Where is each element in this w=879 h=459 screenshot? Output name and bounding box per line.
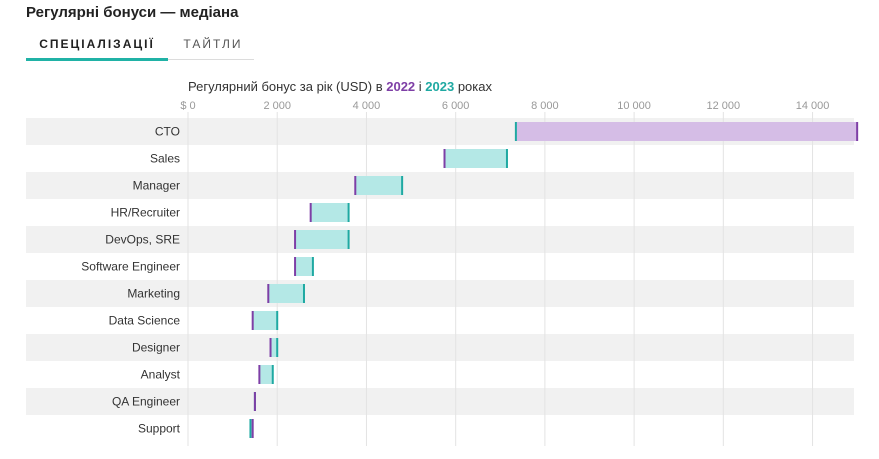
marker-2022 — [294, 230, 297, 249]
marker-2023 — [271, 365, 274, 384]
tab-bar: СПЕЦІАЛІЗАЦІЇ ТАЙТЛИ — [26, 34, 254, 61]
tab-specializations[interactable]: СПЕЦІАЛІЗАЦІЇ — [39, 37, 155, 51]
category-label: QA Engineer — [112, 395, 180, 409]
x-tick-label: 4 000 — [353, 100, 381, 112]
change-bar — [355, 176, 403, 195]
change-bar — [444, 149, 507, 168]
x-tick-label: 8 000 — [531, 100, 559, 112]
marker-2023 — [505, 149, 508, 168]
marker-2023 — [347, 230, 350, 249]
marker-2022 — [258, 365, 261, 384]
marker-2023 — [249, 419, 252, 438]
change-bar — [515, 122, 858, 141]
change-bar — [270, 338, 278, 357]
subtitle-suffix: роках — [454, 79, 492, 94]
marker-2022 — [269, 338, 272, 357]
subtitle-mid: і — [415, 79, 426, 94]
marker-2022 — [251, 311, 254, 330]
marker-2023 — [514, 122, 517, 141]
change-bar — [252, 311, 278, 330]
x-tick-label: 12 000 — [706, 100, 740, 112]
marker-2022 — [354, 176, 357, 195]
active-tab-indicator — [26, 58, 168, 61]
change-bar — [295, 257, 313, 276]
category-label: Data Science — [109, 314, 181, 328]
page-title: Регулярні бонуси — медіана — [26, 4, 239, 21]
change-bar — [259, 365, 273, 384]
category-label: Support — [138, 422, 181, 436]
x-tick-label: 10 000 — [617, 100, 651, 112]
marker-2023 — [276, 311, 279, 330]
marker-2023 — [347, 203, 350, 222]
category-label: CTO — [155, 125, 180, 139]
marker-2022 — [294, 257, 297, 276]
marker-2022 — [856, 122, 859, 141]
category-label: Analyst — [141, 368, 181, 382]
change-bar — [310, 203, 349, 222]
marker-2022 — [253, 392, 256, 411]
legend-2022: 2022 — [386, 79, 416, 94]
category-label: HR/Recruiter — [111, 206, 180, 220]
category-label: Marketing — [127, 287, 180, 301]
change-bar — [268, 284, 304, 303]
subtitle-prefix: Регулярний бонус за рік (USD) в — [188, 79, 387, 94]
x-tick-label: 14 000 — [796, 100, 830, 112]
marker-2022 — [309, 203, 312, 222]
tab-titles[interactable]: ТАЙТЛИ — [183, 37, 243, 51]
category-label: Designer — [132, 341, 180, 355]
category-label: DevOps, SRE — [105, 233, 180, 247]
category-label: Manager — [133, 179, 180, 193]
category-label: Software Engineer — [81, 260, 180, 274]
marker-2023 — [401, 176, 404, 195]
marker-2023 — [302, 284, 305, 303]
x-tick-label: $ 0 — [180, 100, 195, 112]
marker-2023 — [276, 338, 279, 357]
chart-subtitle: Регулярний бонус за рік (USD) в 2022 і 2… — [188, 79, 492, 94]
marker-2023 — [311, 257, 314, 276]
change-bar — [250, 419, 253, 438]
x-tick-label: 6 000 — [442, 100, 470, 112]
legend-2023: 2023 — [425, 79, 455, 94]
row-band — [26, 334, 854, 361]
row-band — [26, 280, 854, 307]
row-band — [26, 172, 854, 199]
row-band — [26, 388, 854, 415]
marker-2022 — [443, 149, 446, 168]
change-bar — [295, 230, 349, 249]
category-label: Sales — [150, 152, 180, 166]
row-band — [26, 226, 854, 253]
marker-2022 — [267, 284, 270, 303]
x-tick-label: 2 000 — [263, 100, 291, 112]
marker-2022 — [251, 419, 254, 438]
